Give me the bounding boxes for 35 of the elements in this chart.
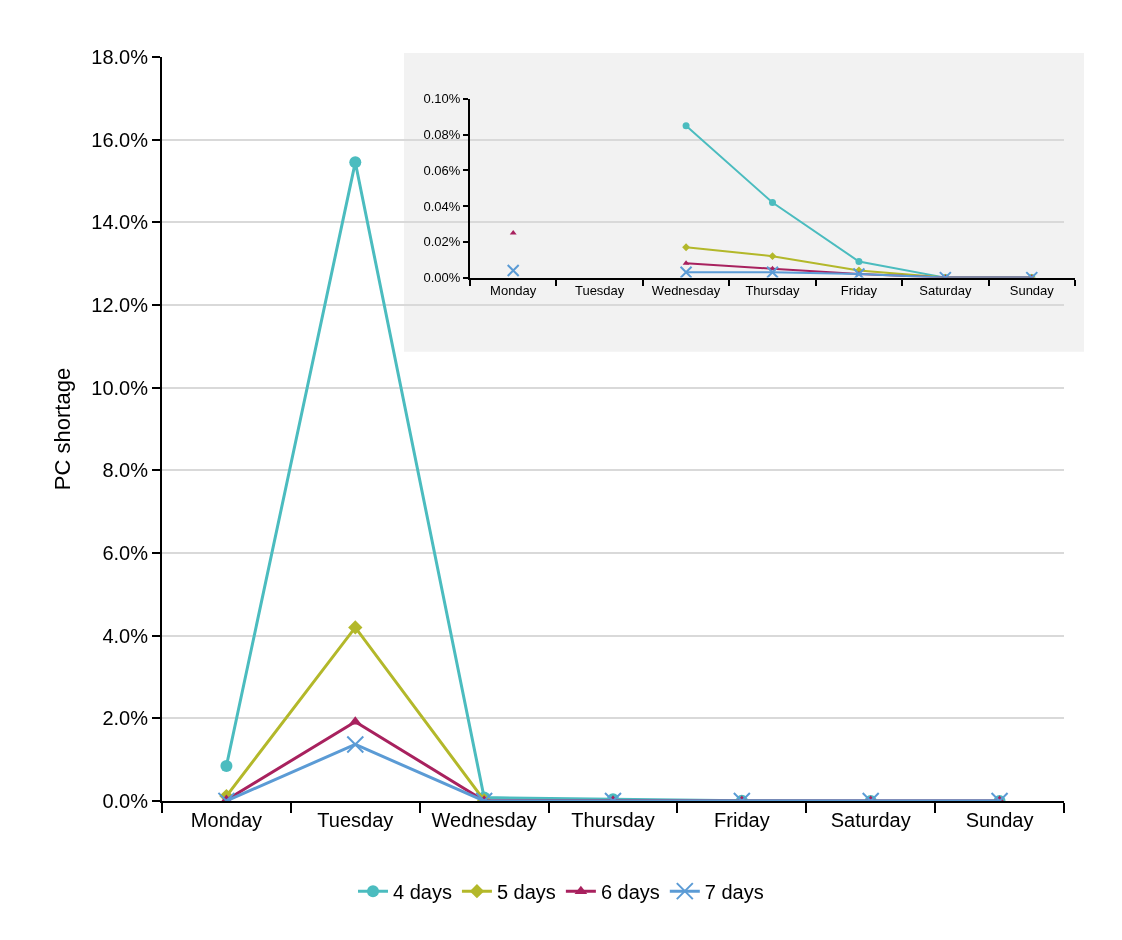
x-tick-label: Monday (190, 809, 263, 832)
y-tick-label: 0.04% (423, 198, 461, 214)
x-tick-label: Wednesday (651, 283, 721, 299)
y-tick-label: 0.10% (423, 91, 461, 107)
y-tick-label: 0.02% (423, 234, 461, 250)
x-tick-label: Wednesday (431, 809, 537, 832)
y-tick-label: 4.0% (102, 624, 149, 647)
y-tick-label: 0.08% (423, 127, 461, 143)
y-tick-label: 18.0% (91, 45, 149, 68)
x-tick-label: Friday (714, 809, 770, 832)
x-tick-label: Tuesday (574, 283, 625, 299)
x-tick-label: Thursday (571, 809, 655, 832)
x-tick-label: Saturday (919, 283, 972, 299)
y-tick-label: 2.0% (102, 707, 149, 730)
y-tick-label: 0.0% (102, 790, 149, 813)
y-tick-label: 0.00% (423, 270, 461, 286)
x-tick-label: Thursday (745, 283, 801, 299)
x-tick-label: Saturday (830, 809, 911, 832)
y-tick-label: 14.0% (91, 211, 149, 234)
y-tick-label: 10.0% (91, 376, 149, 399)
y-axis-title: PC shortage (49, 367, 75, 491)
legend-label: 4 days (393, 880, 452, 903)
y-tick-label: 12.0% (91, 293, 149, 316)
x-tick-label: Sunday (1009, 283, 1055, 299)
y-tick-label: 8.0% (102, 459, 149, 482)
x-tick-label: Tuesday (317, 809, 394, 832)
x-tick-label: Monday (490, 283, 537, 299)
y-tick-label: 16.0% (91, 128, 149, 151)
y-tick-label: 0.06% (423, 162, 461, 178)
x-tick-label: Sunday (965, 809, 1034, 832)
legend-label: 7 days (704, 880, 764, 903)
legend-label: 5 days (496, 880, 556, 903)
legend-label: 6 days (600, 880, 660, 903)
y-tick-label: 6.0% (102, 542, 149, 565)
x-tick-label: Friday (840, 283, 878, 299)
